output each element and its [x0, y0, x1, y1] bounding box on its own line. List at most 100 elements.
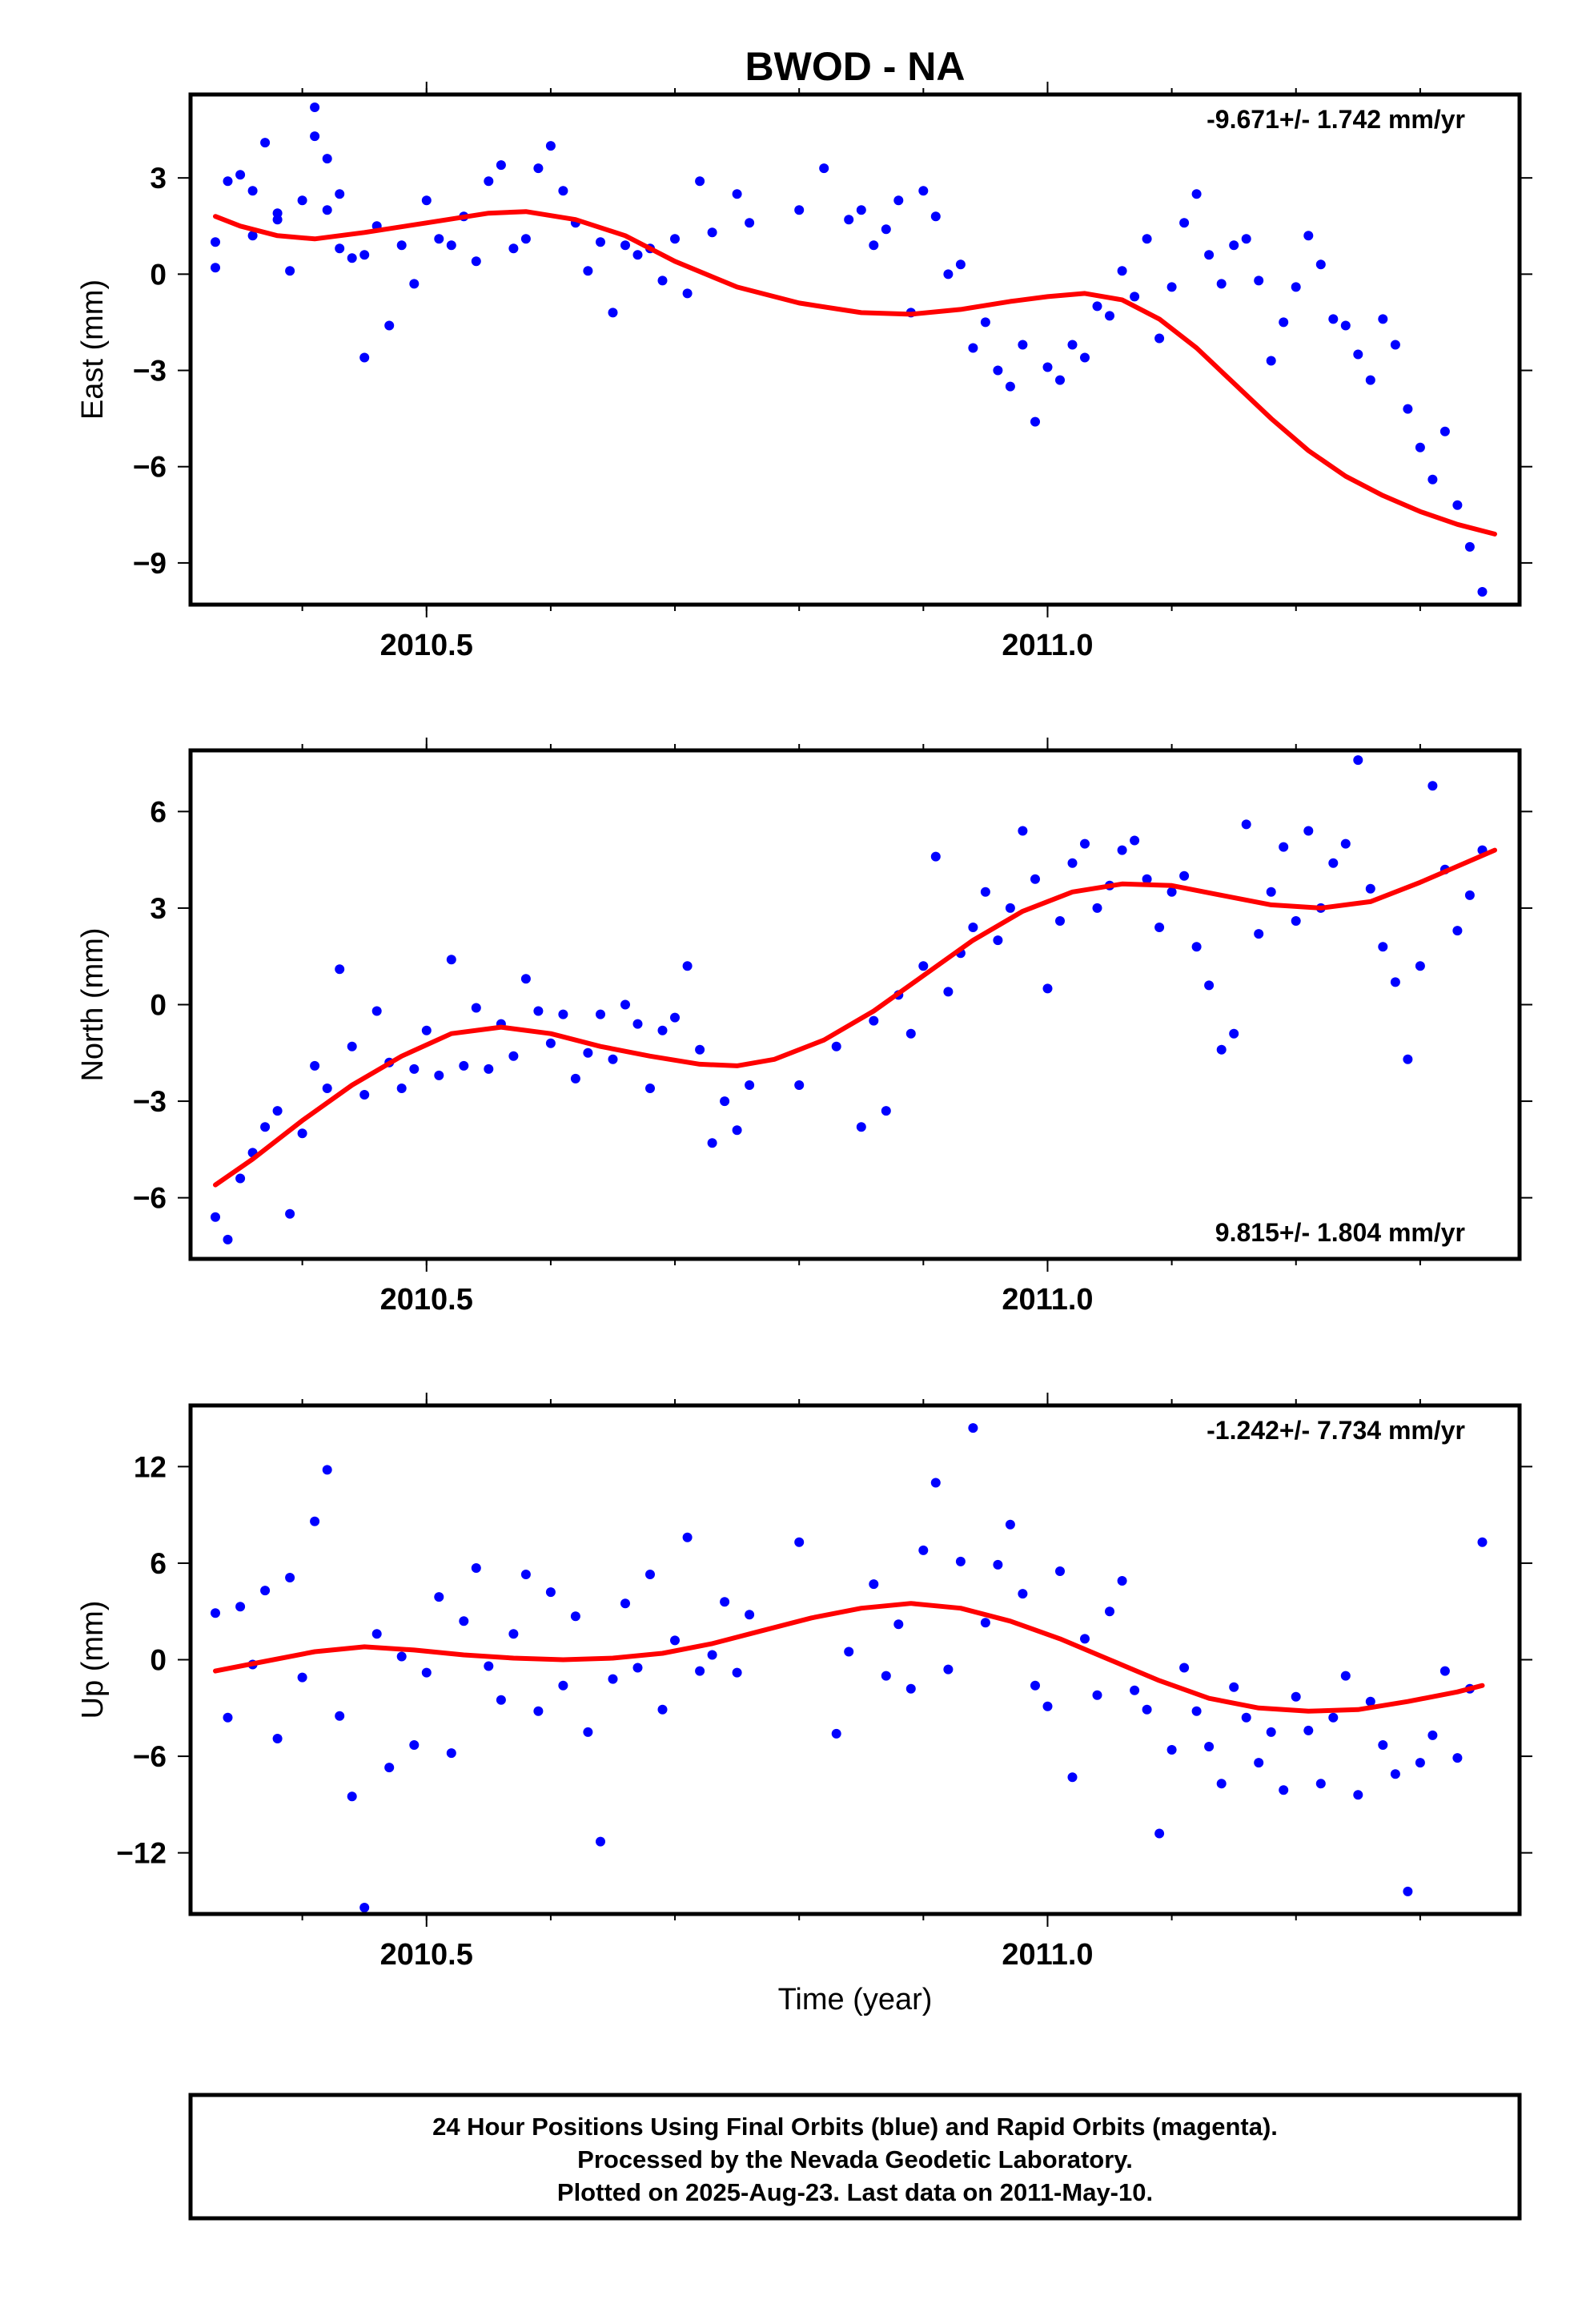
data-point [335, 243, 345, 254]
data-point [620, 999, 630, 1010]
data-point [670, 1012, 680, 1023]
data-point [1105, 311, 1114, 321]
data-point [583, 1047, 593, 1058]
data-point [745, 1080, 755, 1090]
data-point [1378, 942, 1388, 952]
data-point [1117, 266, 1127, 276]
data-point [235, 170, 246, 180]
data-point [1005, 903, 1015, 913]
trend-line [213, 1601, 1485, 1714]
y-axis-label: East (mm) [76, 279, 110, 420]
data-point [434, 1070, 444, 1080]
data-point [1365, 1696, 1375, 1707]
data-point [1279, 842, 1289, 852]
panel-frame [188, 92, 1522, 607]
rate-label: -9.671+/- 1.742 mm/yr [1207, 105, 1465, 134]
data-point [1303, 826, 1314, 836]
data-point [620, 240, 630, 251]
data-point [645, 1084, 655, 1093]
data-point [484, 1063, 494, 1074]
data-point [322, 1465, 332, 1475]
panels-group: 2010.5 2011.0 −9 −6 −3 0 3 East (mm) -9.671+/- 1… [76, 82, 1532, 1972]
data-point [1179, 218, 1190, 228]
data-point [968, 923, 978, 932]
data-point [893, 1619, 904, 1630]
data-point [1142, 874, 1152, 884]
data-point [657, 1704, 668, 1715]
data-point [1415, 961, 1425, 971]
y-tick-label: 6 [150, 795, 167, 828]
data-point [1452, 500, 1463, 510]
data-point [297, 1672, 307, 1683]
data-point [608, 1674, 618, 1684]
data-point [881, 1671, 891, 1681]
data-point [211, 1608, 220, 1618]
data-point [1365, 375, 1375, 385]
data-point [732, 189, 742, 199]
y-tick-label: −6 [133, 1740, 167, 1773]
data-point [1166, 282, 1177, 292]
data-point [520, 1570, 531, 1579]
data-point [831, 1041, 841, 1051]
data-point [1266, 356, 1276, 366]
data-point [856, 205, 866, 215]
data-point [632, 1663, 643, 1673]
y-tick-label: −6 [133, 451, 167, 484]
data-point [285, 1208, 295, 1219]
data-point [1030, 874, 1040, 884]
data-point [434, 234, 444, 244]
data-point [1403, 404, 1413, 414]
y-tick-label: 0 [150, 258, 167, 291]
data-point [1340, 1671, 1351, 1681]
data-point [1055, 1566, 1065, 1576]
data-point [558, 1680, 568, 1691]
data-point [682, 288, 693, 299]
data-point [1315, 1779, 1326, 1789]
data-point [707, 1138, 717, 1148]
data-point [968, 343, 978, 353]
footer-line-1: 24 Hour Positions Using Final Orbits (bl… [432, 2113, 1278, 2141]
data-point [1154, 923, 1165, 932]
data-point [1328, 858, 1339, 868]
data-point [943, 1664, 954, 1675]
data-point [918, 961, 929, 971]
data-point [794, 1080, 805, 1090]
data-point [1130, 1685, 1140, 1695]
data-point [1154, 333, 1165, 344]
data-point [396, 240, 407, 251]
data-point [1378, 1740, 1388, 1750]
y-tick-label: −9 [133, 547, 167, 580]
data-point [1030, 1680, 1040, 1691]
data-point [471, 256, 481, 267]
data-point [396, 1651, 407, 1662]
data-point [322, 1084, 332, 1093]
data-point [1191, 189, 1202, 199]
data-point [459, 1616, 469, 1626]
data-point [583, 1727, 593, 1737]
data-point [1080, 838, 1090, 849]
data-point [371, 1629, 382, 1639]
data-point [484, 1661, 494, 1671]
data-point [421, 1025, 432, 1035]
panel-3: 2010.5 2011.0 −12 −6 0 6 12 Up (mm) -1.242+/- 7.… [76, 1393, 1532, 1972]
data-point [1390, 1769, 1400, 1779]
data-point [1204, 250, 1215, 260]
data-point [794, 1537, 805, 1547]
data-point [1415, 1758, 1425, 1768]
data-point [1266, 887, 1276, 897]
data-point [558, 186, 568, 196]
data-point [980, 317, 990, 328]
data-point [285, 1573, 295, 1582]
data-point [496, 160, 506, 171]
data-point [1080, 1634, 1090, 1644]
data-point [1042, 983, 1053, 994]
data-point [1241, 234, 1251, 244]
x-tick-label: 2010.5 [380, 1938, 473, 1972]
data-point [918, 186, 929, 196]
data-point [980, 1618, 990, 1628]
data-point [1055, 916, 1065, 926]
data-point [1353, 755, 1363, 766]
data-point [335, 189, 345, 199]
data-point [446, 240, 456, 251]
data-point [310, 131, 320, 142]
